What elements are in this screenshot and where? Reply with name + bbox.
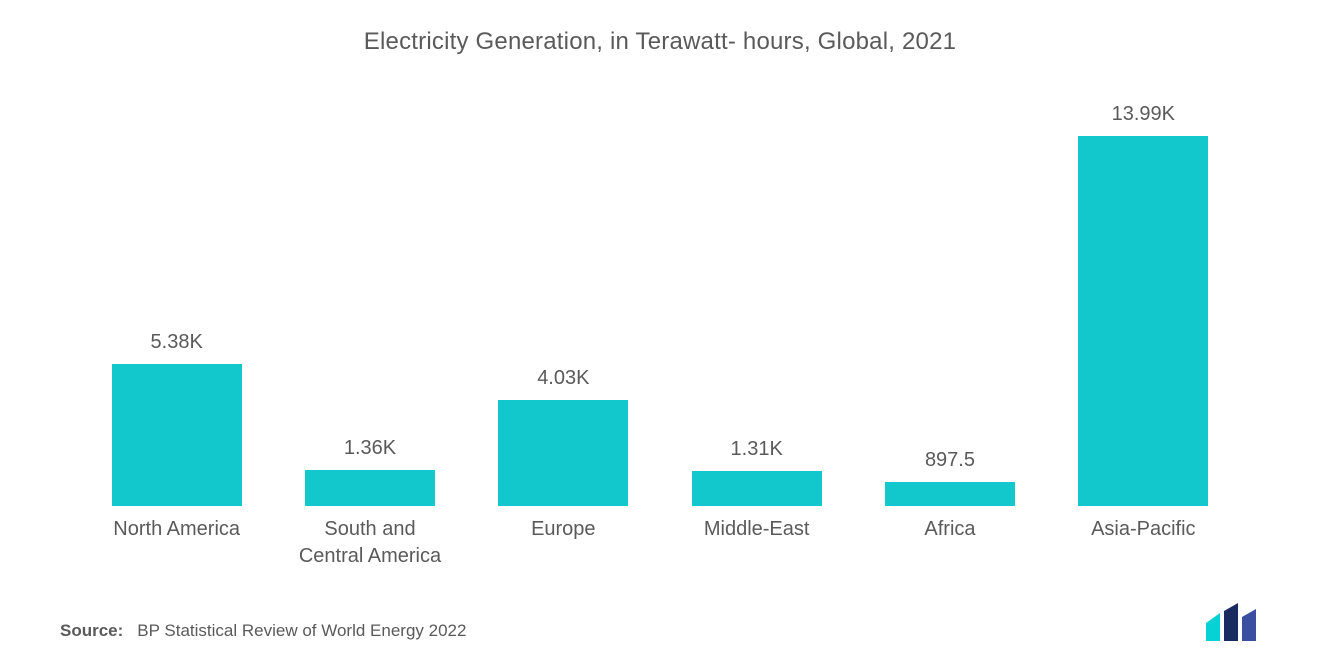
bar [885,482,1015,506]
bar-group: 1.36K [273,96,466,506]
chart-footer: Source: BP Statistical Review of World En… [60,603,1260,641]
bar [112,364,242,506]
bar [305,470,435,506]
category-label: Middle-East [660,516,853,570]
bar-value-label: 4.03K [537,367,589,390]
bar-value-label: 13.99K [1112,103,1175,126]
mordor-logo-icon [1206,603,1260,641]
logo-bar-3 [1242,609,1256,641]
bar [498,400,628,507]
bar-group: 4.03K [467,96,660,506]
source-line: Source: BP Statistical Review of World En… [60,621,466,641]
bar [1078,136,1208,506]
category-label: Asia-Pacific [1047,516,1240,570]
chart-title: Electricity Generation, in Terawatt- hou… [60,28,1260,56]
bar [692,471,822,506]
bar-group: 1.31K [660,96,853,506]
bar-group: 13.99K [1047,96,1240,506]
bar-group: 5.38K [80,96,273,506]
bar-value-label: 897.5 [925,449,975,472]
chart-plot-area: 5.38K 1.36K 4.03K 1.31K 897.5 13.99K [60,96,1260,506]
bar-value-label: 1.31K [731,438,783,461]
category-axis: North AmericaSouth andCentral AmericaEur… [60,506,1260,570]
bar-value-label: 1.36K [344,437,396,460]
source-text: BP Statistical Review of World Energy 20… [137,621,466,640]
category-label: South andCentral America [273,516,466,570]
category-label: North America [80,516,273,570]
category-label: Africa [853,516,1046,570]
bar-value-label: 5.38K [151,331,203,354]
logo-bar-2 [1224,603,1238,641]
source-label: Source: [60,621,123,640]
chart-container: Electricity Generation, in Terawatt- hou… [0,0,1320,665]
bar-group: 897.5 [853,96,1046,506]
category-label: Europe [467,516,660,570]
logo-bar-1 [1206,613,1220,641]
